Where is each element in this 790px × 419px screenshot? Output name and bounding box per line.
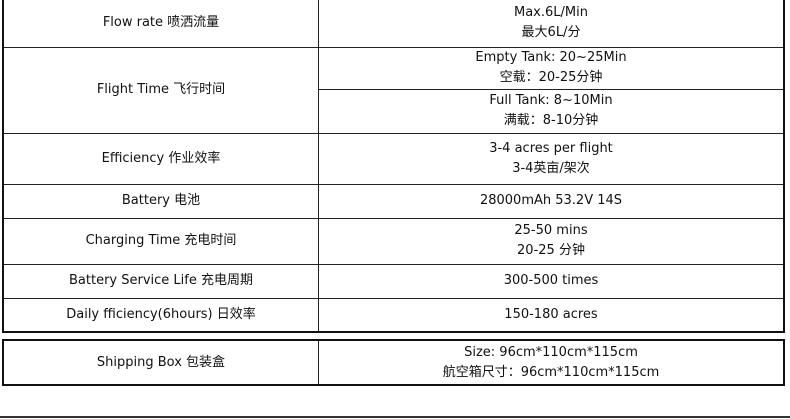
value-line: 20-25 分钟 — [517, 243, 585, 258]
spec-value: Full Tank: 8~10Min 满载：8-10分钟 — [318, 88, 785, 134]
value-line: 满载：8-10分钟 — [503, 113, 599, 128]
value-line: 最大6L/分 — [521, 25, 581, 41]
value-line: 航空箱尺寸：96cm*110cm*115cm — [442, 364, 660, 380]
table-row: Daily fficiency(6hours) 日效率 150-180 acre… — [2, 297, 785, 333]
value-line: 25-50 mins — [514, 223, 588, 238]
spec-value: Empty Tank: 20~25Min 空载：20-25分钟 — [318, 46, 785, 90]
spec-label: Flight Time 飞行时间 — [2, 46, 319, 134]
spec-table: Flow rate 喷洒流量 Max.6L/Min 最大6L/分 Flight T… — [2, 0, 785, 333]
value-line: Max.6L/Min — [514, 5, 588, 21]
shipping-table: Shipping Box 包装盒 Size: 96cm*110cm*115cm 航… — [2, 339, 785, 386]
spec-label: Efficiency 作业效率 — [2, 132, 319, 185]
value-line: 空载：20-25分钟 — [499, 70, 603, 85]
spec-value: 3-4 acres per flight 3-4英亩/架次 — [318, 132, 785, 185]
spec-label: Charging Time 充电时间 — [2, 217, 319, 265]
spec-label: Flow rate 喷洒流量 — [2, 0, 319, 48]
table-row: Shipping Box 包装盒 Size: 96cm*110cm*115cm 航… — [2, 339, 785, 386]
spec-label: Battery Service Life 充电周期 — [2, 263, 319, 299]
spec-label: Daily fficiency(6hours) 日效率 — [2, 297, 319, 333]
spec-value: 300-500 times — [318, 263, 785, 299]
value-line: Size: 96cm*110cm*115cm — [464, 344, 638, 360]
table-row: Battery Service Life 充电周期 300-500 times — [2, 263, 785, 299]
spec-value: 150-180 acres — [318, 297, 785, 333]
value-line: Empty Tank: 20~25Min — [475, 50, 627, 65]
table-row: Efficiency 作业效率 3-4 acres per flight 3-4英… — [2, 132, 785, 185]
table-row: Battery 电池 28000mAh 53.2V 14S — [2, 183, 785, 219]
spec-value: 25-50 mins 20-25 分钟 — [318, 217, 785, 265]
divider — [0, 416, 790, 418]
table-row: Flow rate 喷洒流量 Max.6L/Min 最大6L/分 — [2, 0, 785, 48]
value-line: 3-4 acres per flight — [489, 140, 613, 156]
spec-value: 28000mAh 53.2V 14S — [318, 183, 785, 219]
spec-label: Shipping Box 包装盒 — [2, 339, 319, 386]
spec-value: Size: 96cm*110cm*115cm 航空箱尺寸：96cm*110cm*1… — [318, 339, 785, 386]
table-row: Full Tank: 8~10Min 满载：8-10分钟 — [3, 88, 785, 134]
spec-value: Max.6L/Min 最大6L/分 — [318, 0, 785, 48]
spec-label: Battery 电池 — [2, 183, 319, 219]
value-line: 3-4英亩/架次 — [512, 160, 590, 176]
table-row: Flight Time 飞行时间 Empty Tank: 20~25Min 空载：… — [2, 46, 785, 134]
value-line: Full Tank: 8~10Min — [489, 93, 613, 108]
table-row: Charging Time 充电时间 25-50 mins 20-25 分钟 — [2, 217, 785, 265]
